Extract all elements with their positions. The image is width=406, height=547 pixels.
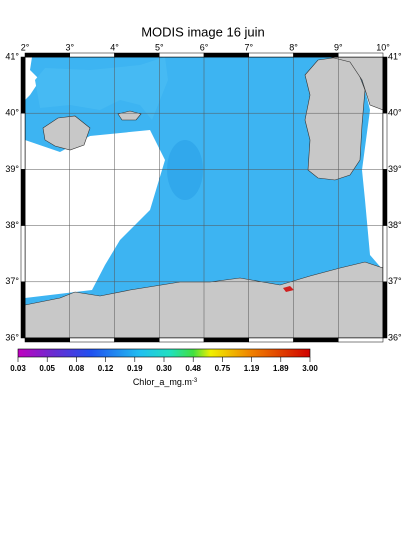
lat-label: 40° <box>388 108 402 118</box>
border-segment <box>248 337 294 343</box>
colorbar <box>17 348 311 358</box>
border-segment <box>20 281 26 339</box>
border-segment <box>69 52 115 58</box>
lat-label: 41° <box>388 51 402 61</box>
lon-label: 10° <box>376 42 390 52</box>
lon-label: 9° <box>334 42 343 52</box>
lat-label: 40° <box>5 108 19 118</box>
lat-label: 38° <box>5 220 19 230</box>
no-data <box>355 57 383 270</box>
no-data <box>25 130 165 298</box>
lon-label: 7° <box>244 42 253 52</box>
colorbar-label: 0.48 <box>185 364 201 373</box>
colorbar-label: 0.05 <box>39 364 55 373</box>
border-segment <box>20 225 26 283</box>
lat-label: 37° <box>5 276 19 286</box>
lat-label: 38° <box>388 220 402 230</box>
border-segment <box>20 112 26 170</box>
lon-label: 2° <box>21 42 30 52</box>
map-area <box>25 57 383 338</box>
lat-label: 36° <box>5 332 19 342</box>
border-segment <box>203 52 249 58</box>
border-segment <box>293 52 339 58</box>
border-segment <box>159 337 205 343</box>
border-segment <box>382 281 388 339</box>
sardinia <box>304 57 366 181</box>
graticule <box>25 57 383 338</box>
frame-border <box>20 52 388 343</box>
border-segment <box>114 52 160 58</box>
no-data <box>25 57 40 100</box>
border-segment <box>338 52 384 58</box>
border-segment <box>69 337 115 343</box>
land <box>329 57 383 111</box>
high-chl <box>283 286 294 292</box>
colorbar-label: 0.12 <box>98 364 114 373</box>
colorbar-label: 0.03 <box>10 364 26 373</box>
border-segment <box>382 225 388 283</box>
border-segment <box>382 112 388 170</box>
lon-label: 3° <box>65 42 74 52</box>
border-segment <box>20 56 26 114</box>
colorbar-title-text: Chlor_a_mg.m <box>133 377 192 387</box>
border-segment <box>293 337 339 343</box>
border-segment <box>338 337 384 343</box>
border-segment <box>159 52 205 58</box>
lon-label: 8° <box>289 42 298 52</box>
lon-label: 5° <box>155 42 164 52</box>
colorbar-label: 0.19 <box>127 364 143 373</box>
lat-label: 41° <box>5 51 19 61</box>
map-title: MODIS image 16 juin <box>141 24 265 39</box>
eddy <box>167 140 203 200</box>
colorbar-label: 0.75 <box>215 364 231 373</box>
colorbar-label: 3.00 <box>302 364 318 373</box>
mallorca <box>42 115 91 151</box>
lat-label: 39° <box>388 164 402 174</box>
lat-label: 37° <box>388 276 402 286</box>
lat-label: 39° <box>5 164 19 174</box>
border-segment <box>114 337 160 343</box>
colorbar-label: 0.08 <box>69 364 85 373</box>
colorbar-labels: 0.03 0.05 0.08 0.12 0.19 0.30 0.48 0.75 1.19 1.89… <box>10 357 318 373</box>
border-segment <box>203 337 249 343</box>
lon-label: 4° <box>110 42 119 52</box>
sea-patch <box>35 57 168 120</box>
colorbar-title-exponent: -3 <box>192 378 198 384</box>
border-segment <box>24 52 70 58</box>
border-segment <box>248 52 294 58</box>
colorbar-label: 1.19 <box>244 364 260 373</box>
lat-label: 36° <box>388 332 402 342</box>
border-segment <box>24 337 70 343</box>
border-segment <box>20 169 26 226</box>
axis-labels: 2° 3° 4° 5° 6° 7° 8° 9° 10°41° 41°40° 40°39° 39°38°… <box>5 42 402 342</box>
lon-label: 6° <box>200 42 209 52</box>
border-segment <box>382 169 388 226</box>
border-segment <box>382 56 388 114</box>
colorbar-label: 0.30 <box>156 364 172 373</box>
colorbar-label: 1.89 <box>273 364 289 373</box>
colorbar-title: Chlor_a_mg.m-3 <box>133 377 198 387</box>
